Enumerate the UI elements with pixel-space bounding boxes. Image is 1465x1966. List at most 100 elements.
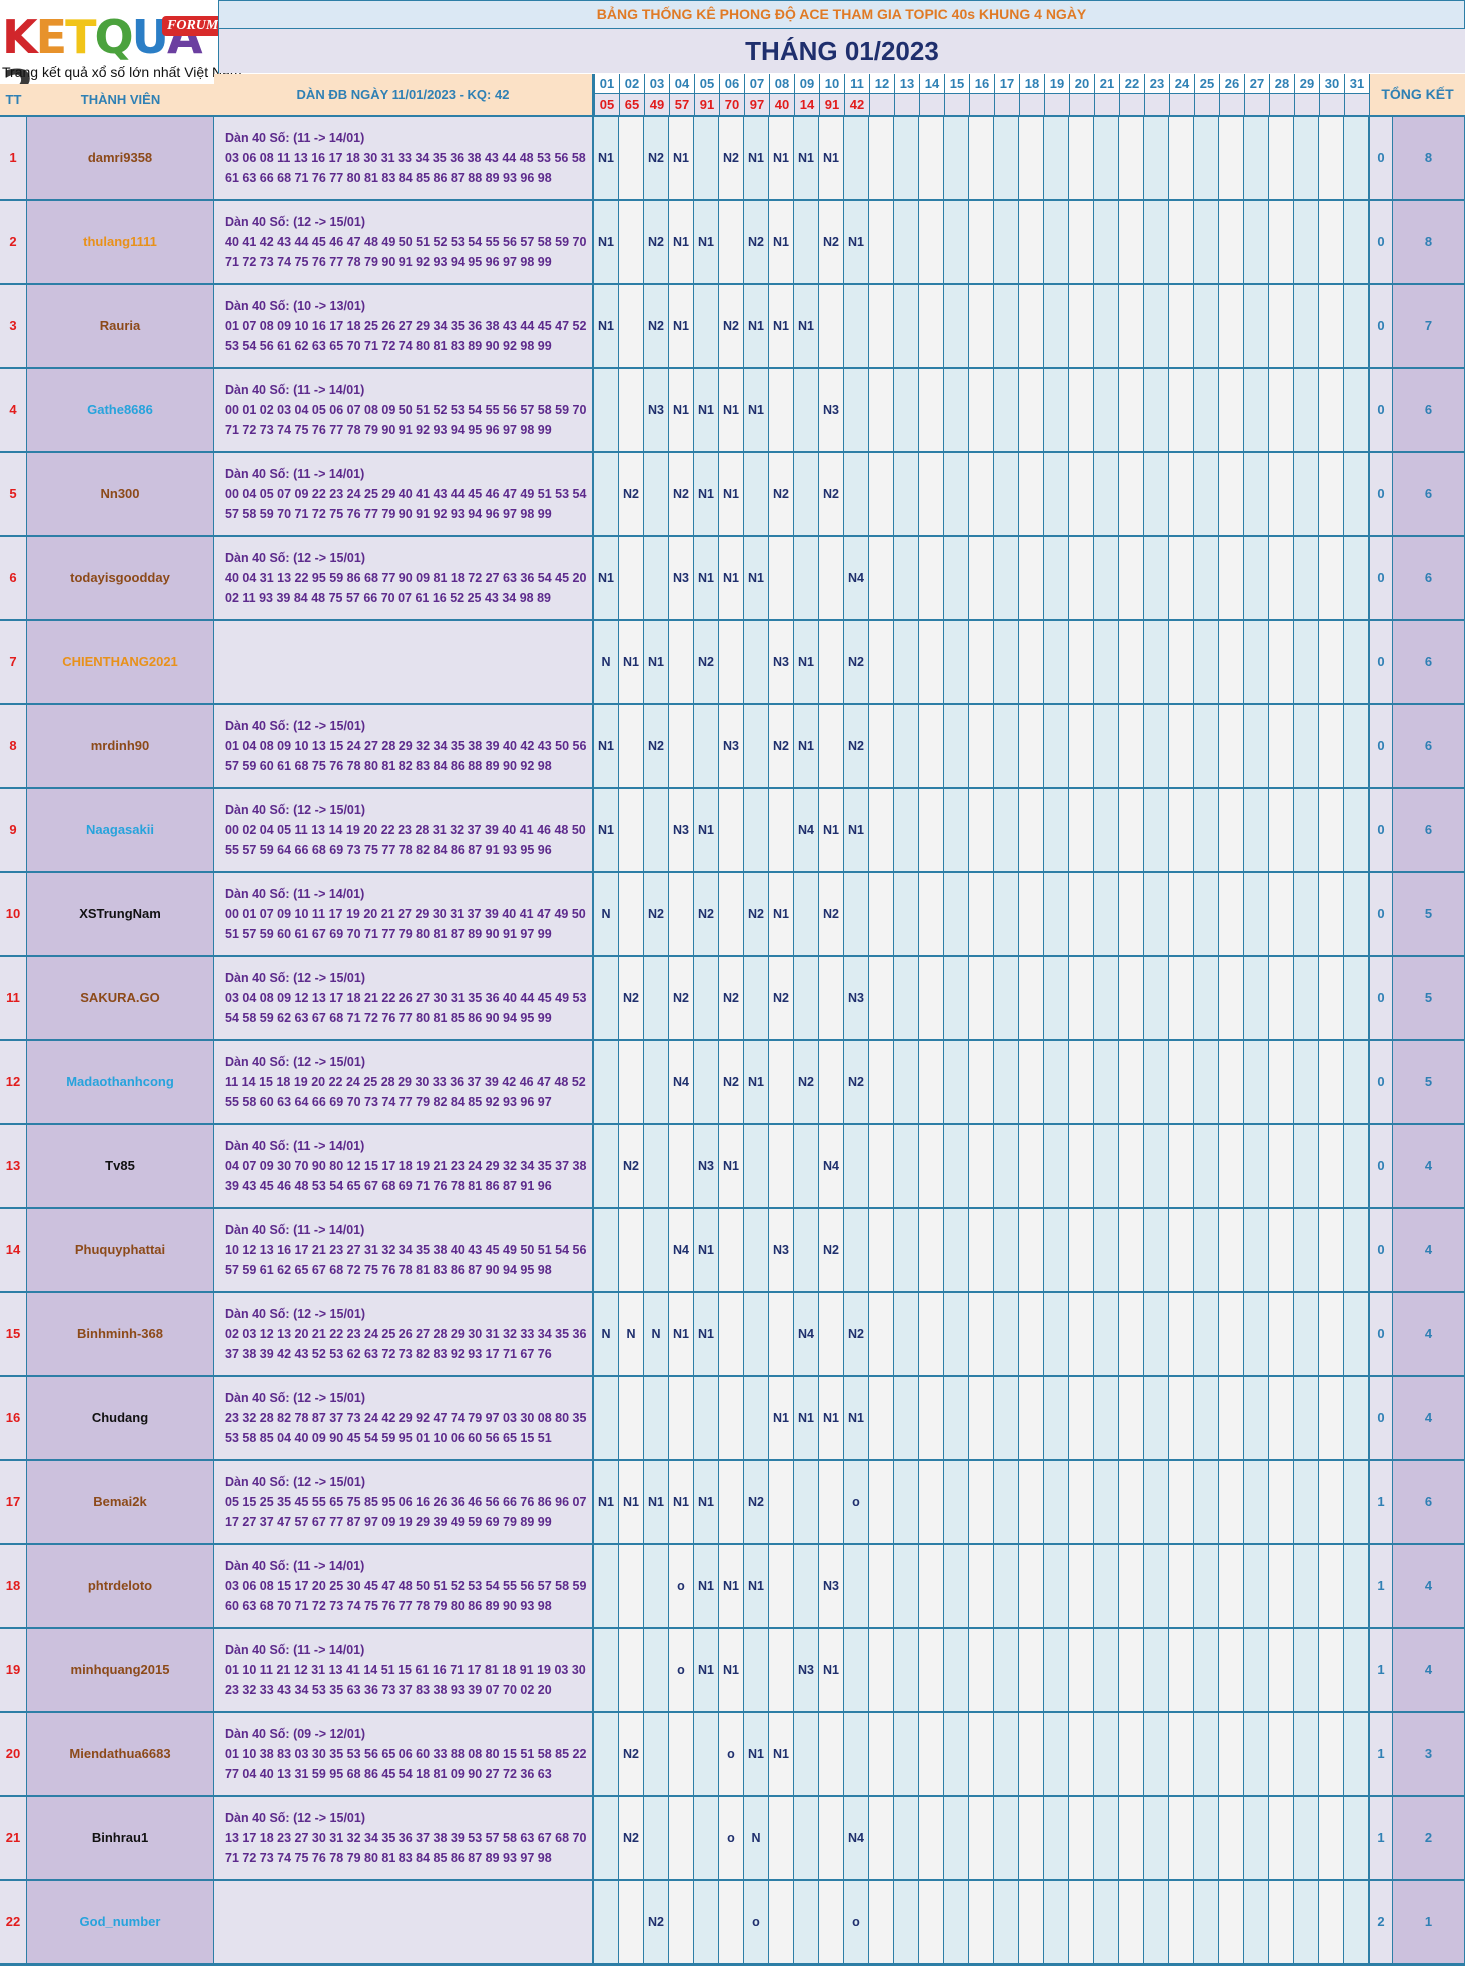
member-name[interactable]: phtrdeloto [27, 1545, 214, 1627]
member-name[interactable]: Naagasakii [27, 789, 214, 871]
day-cell-21 [1094, 201, 1119, 283]
member-name[interactable]: Nn300 [27, 453, 214, 535]
member-name[interactable]: thulang1111 [27, 201, 214, 283]
number-set: Dàn 40 Số: (12 -> 15/01) 11 14 15 18 19 2… [214, 1041, 594, 1123]
day-cell-24 [1169, 1629, 1194, 1711]
number-set-line [225, 1912, 592, 1932]
member-name[interactable]: Bemai2k [27, 1461, 214, 1543]
member-name[interactable]: Tv85 [27, 1125, 214, 1207]
member-name[interactable]: God_number [27, 1881, 214, 1963]
day-cell-16 [969, 1545, 994, 1627]
day-cell-20 [1069, 537, 1094, 619]
day-cell-13 [894, 285, 919, 367]
member-name[interactable]: Binhminh-368 [27, 1293, 214, 1375]
table-row: 20 Miendathua6683 Dàn 40 Số: (09 -> 12/01)… [0, 1713, 1465, 1795]
member-name[interactable]: Phuquyphattai [27, 1209, 214, 1291]
day-cell-04 [669, 621, 694, 703]
day-cell-06 [719, 1209, 744, 1291]
day-cell-25 [1194, 1629, 1219, 1711]
day-cell-07 [744, 453, 769, 535]
member-name[interactable]: mrdinh90 [27, 705, 214, 787]
table-row: 6 todayisgoodday Dàn 40 Số: (12 -> 15/01) 4… [0, 537, 1465, 619]
day-cell-19 [1044, 1125, 1069, 1207]
day-cell-06 [719, 1461, 744, 1543]
number-set: Dàn 40 Số: (12 -> 15/01) 40 04 31 13 22 9… [214, 537, 594, 619]
day-cell-15 [944, 369, 969, 451]
day-cell-31 [1344, 1377, 1369, 1459]
result-29 [1294, 93, 1319, 115]
member-name[interactable]: Chudang [27, 1377, 214, 1459]
sheet-title: BẢNG THỐNG KÊ PHONG ĐỘ ACE THAM GIA TOPI… [218, 0, 1465, 29]
day-cell-12 [869, 621, 894, 703]
day-cell-03 [644, 1041, 669, 1123]
member-name[interactable]: Rauria [27, 285, 214, 367]
day-cell-14 [919, 117, 944, 199]
day-cell-31 [1344, 117, 1369, 199]
day-cell-01 [594, 1881, 619, 1963]
summary-miss: 0 [1368, 201, 1393, 283]
member-name[interactable]: XSTrungNam [27, 873, 214, 955]
day-cell-16 [969, 1125, 994, 1207]
member-name[interactable]: damri9358 [27, 117, 214, 199]
day-cell-28 [1269, 1713, 1294, 1795]
day-cell-02 [619, 369, 644, 451]
member-name[interactable]: Miendathua6683 [27, 1713, 214, 1795]
day-cell-26 [1219, 1461, 1244, 1543]
row-number: 1 [0, 117, 27, 199]
row-divider [0, 451, 1465, 454]
day-cell-26 [1219, 1713, 1244, 1795]
member-name[interactable]: SAKURA.GO [27, 957, 214, 1039]
day-cell-08: N3 [769, 1209, 794, 1291]
day-cell-06: o [719, 1713, 744, 1795]
day-cell-21 [1094, 285, 1119, 367]
day-cell-05: N1 [694, 1461, 719, 1543]
summary-total: 6 [1393, 621, 1465, 703]
member-name[interactable]: Gathe8686 [27, 369, 214, 451]
number-set-line: 10 12 13 16 17 21 23 27 31 32 34 35 38 4… [225, 1243, 587, 1257]
day-cell-14 [919, 1041, 944, 1123]
day-cell-13 [894, 1377, 919, 1459]
day-cell-07: o [744, 1881, 769, 1963]
member-name[interactable]: minhquang2015 [27, 1629, 214, 1711]
day-cell-24 [1169, 1125, 1194, 1207]
member-name[interactable]: todayisgoodday [27, 537, 214, 619]
day-cell-31 [1344, 789, 1369, 871]
day-cell-20 [1069, 369, 1094, 451]
day-cell-16 [969, 1293, 994, 1375]
row-divider [0, 1879, 1465, 1882]
number-set-title [225, 632, 592, 652]
day-cell-20 [1069, 1209, 1094, 1291]
day-cell-17 [994, 789, 1019, 871]
day-cell-01: N [594, 1293, 619, 1375]
row-divider [0, 199, 1465, 202]
number-set-title: Dàn 40 Số: (12 -> 15/01) [225, 719, 365, 733]
day-cell-20 [1069, 1293, 1094, 1375]
day-cell-08: N2 [769, 453, 794, 535]
number-set-line: 55 57 59 64 66 68 69 73 75 77 78 82 84 8… [225, 843, 552, 857]
day-cell-23 [1144, 1377, 1169, 1459]
number-set-title: Dàn 40 Số: (12 -> 15/01) [225, 1307, 365, 1321]
row-divider [0, 1291, 1465, 1294]
day-cell-23 [1144, 1881, 1169, 1963]
day-cell-06 [719, 201, 744, 283]
table-row: 12 Madaothanhcong Dàn 40 Số: (12 -> 15/01)… [0, 1041, 1465, 1123]
member-name[interactable]: Binhrau1 [27, 1797, 214, 1879]
day-cell-03 [644, 957, 669, 1039]
day-cell-19 [1044, 621, 1069, 703]
day-cell-10 [819, 285, 844, 367]
day-cell-16 [969, 1461, 994, 1543]
day-cell-13 [894, 201, 919, 283]
row-number: 22 [0, 1881, 27, 1963]
result-07: 97 [744, 93, 769, 115]
day-cell-09 [794, 1461, 819, 1543]
day-cell-26 [1219, 1545, 1244, 1627]
table-row: 11 SAKURA.GO Dàn 40 Số: (12 -> 15/01) 03 04… [0, 957, 1465, 1039]
member-name[interactable]: CHIENTHANG2021 [27, 621, 214, 703]
number-set-line: 01 04 08 09 10 13 15 24 27 28 29 32 34 3… [225, 739, 587, 753]
table-row: 10 XSTrungNam Dàn 40 Số: (11 -> 14/01) 00 0… [0, 873, 1465, 955]
site-logo[interactable]: KETQUA2 FORUM Trang kết quả xổ số lớn nh… [0, 0, 242, 112]
day-cell-26 [1219, 201, 1244, 283]
member-name[interactable]: Madaothanhcong [27, 1041, 214, 1123]
day-cell-09: N4 [794, 789, 819, 871]
day-cell-27 [1244, 537, 1269, 619]
